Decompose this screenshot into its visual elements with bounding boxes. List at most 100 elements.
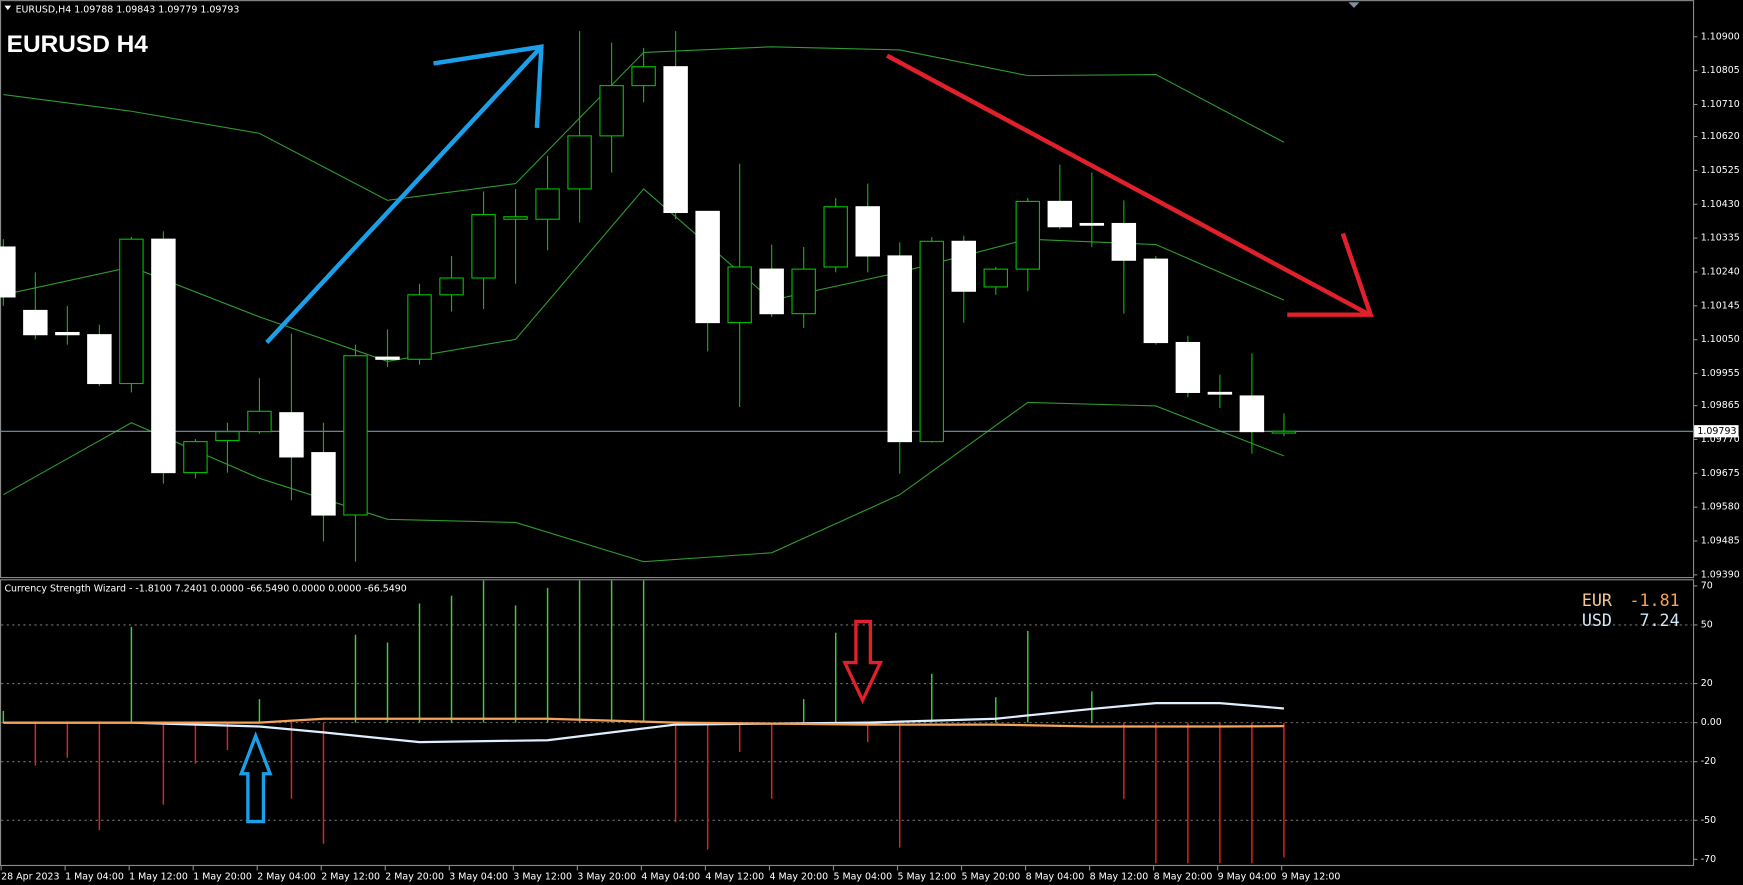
candle-body (759, 268, 784, 315)
x-tick-label: 1 May 20:00 (193, 872, 252, 883)
x-tick-label: 1 May 12:00 (129, 872, 188, 883)
trend-arrow-down (886, 53, 1371, 317)
x-tick-label: 5 May 20:00 (962, 872, 1021, 883)
candle-body (663, 66, 688, 214)
candle-body (151, 238, 176, 474)
candle-body (1047, 200, 1073, 228)
x-tick-label: 3 May 12:00 (513, 872, 572, 883)
candle-body (1111, 222, 1137, 261)
candle-body (343, 355, 368, 516)
arrow-head (433, 44, 544, 129)
candle-body (567, 135, 592, 190)
annotations (238, 44, 1374, 824)
candle-body (887, 255, 912, 443)
chart-title: EURUSD H4 (7, 31, 149, 58)
candle-body (695, 210, 720, 324)
shift-marker (1348, 2, 1360, 8)
y-tick-label: 20 (1701, 678, 1713, 689)
candle-body (471, 214, 496, 279)
y-tick-label: -20 (1701, 756, 1716, 767)
x-tick-label: 9 May 12:00 (1282, 872, 1341, 883)
y-tick-label: 1.09955 (1701, 368, 1740, 379)
candle-body (119, 238, 144, 385)
candle-body (439, 277, 464, 296)
x-tick-label: 3 May 20:00 (577, 872, 636, 883)
arrow-head (1287, 232, 1374, 317)
candle-body (247, 410, 272, 433)
candle-body (983, 268, 1009, 288)
legend-name: USD (1582, 611, 1612, 630)
x-tick-label: 3 May 04:00 (449, 872, 508, 883)
y-tick-label: 50 (1701, 619, 1713, 630)
candle-body (1079, 222, 1105, 226)
legend-name: EUR (1582, 591, 1613, 610)
x-tick-label: 8 May 04:00 (1026, 872, 1085, 883)
x-tick-label: 4 May 12:00 (705, 872, 764, 883)
strength-line (3, 717, 1284, 728)
candle-body (375, 356, 400, 360)
strength-line (3, 701, 1284, 744)
y-tick-label: 1.10620 (1701, 131, 1740, 142)
legend-value: 7.24 (1640, 611, 1680, 630)
y-tick-label: -70 (1701, 854, 1716, 865)
y-tick-label: -50 (1701, 815, 1716, 826)
candle-body (1175, 341, 1201, 393)
x-tick-label: 4 May 20:00 (769, 872, 828, 883)
signal-arrow-up (238, 731, 273, 824)
x-tick-label: 2 May 12:00 (321, 872, 380, 883)
candle-body (855, 206, 880, 257)
candle-body (1271, 430, 1297, 434)
y-tick-label: 1.10900 (1701, 31, 1740, 42)
candle-body (503, 216, 528, 220)
candle-body (1239, 395, 1265, 433)
candle-body (407, 294, 432, 360)
candle-body (823, 206, 848, 268)
bollinger-lower (3, 401, 1285, 563)
candle-body (23, 309, 48, 336)
y-tick-label: 1.10805 (1701, 65, 1740, 76)
x-tick-label: 5 May 04:00 (833, 872, 892, 883)
candle-body (183, 441, 208, 474)
x-tick-label: 4 May 04:00 (641, 872, 700, 883)
y-tick-label: 1.10240 (1701, 266, 1740, 277)
bollinger-middle (3, 188, 1285, 362)
y-tick-label: 1.10335 (1701, 233, 1740, 244)
y-tick-label: 70 (1701, 580, 1713, 591)
y-tick-label: 1.09390 (1701, 569, 1740, 580)
candle-body (215, 431, 240, 442)
x-tick-label: 5 May 12:00 (898, 872, 957, 883)
signal-arrow-down (842, 619, 884, 705)
x-tick-label: 1 May 04:00 (65, 872, 124, 883)
y-tick-label: 1.09770 (1701, 434, 1740, 445)
candle-body (311, 452, 336, 516)
price-label: 1.09793 (1697, 426, 1736, 437)
y-tick-label: 1.09675 (1701, 468, 1740, 479)
y-tick-label: 1.10710 (1701, 99, 1740, 110)
candle-body (1143, 258, 1169, 344)
price-label-box (1694, 425, 1739, 438)
x-tick-label: 2 May 20:00 (385, 872, 444, 883)
x-tick-label: 2 May 04:00 (257, 872, 316, 883)
candle-body (87, 334, 112, 385)
y-tick-label: 1.09580 (1701, 502, 1740, 513)
candle-body (55, 331, 80, 336)
y-tick-label: 1.09865 (1701, 400, 1740, 411)
candle-body (279, 412, 304, 458)
header: EURUSD,H4 1.09788 1.09843 1.09779 1.0979… (16, 5, 240, 16)
y-tick-label: 1.09485 (1701, 536, 1740, 547)
indicator-title: Currency Strength Wizard - -1.8100 7.240… (4, 584, 406, 595)
x-tick-label: 9 May 04:00 (1218, 872, 1277, 883)
candle-body (727, 266, 752, 324)
x-tick-label: 8 May 12:00 (1090, 872, 1149, 883)
candle-body (631, 66, 656, 87)
candle-body (0, 246, 16, 298)
y-tick-label: 1.10525 (1701, 165, 1740, 176)
trend-arrow-up (265, 45, 543, 344)
y-tick-label: 1.10050 (1701, 334, 1740, 345)
candle-body (791, 268, 816, 315)
y-tick-label: 1.10430 (1701, 199, 1740, 210)
candle-body (951, 240, 976, 292)
y-tick-label: 1.10145 (1701, 300, 1740, 311)
